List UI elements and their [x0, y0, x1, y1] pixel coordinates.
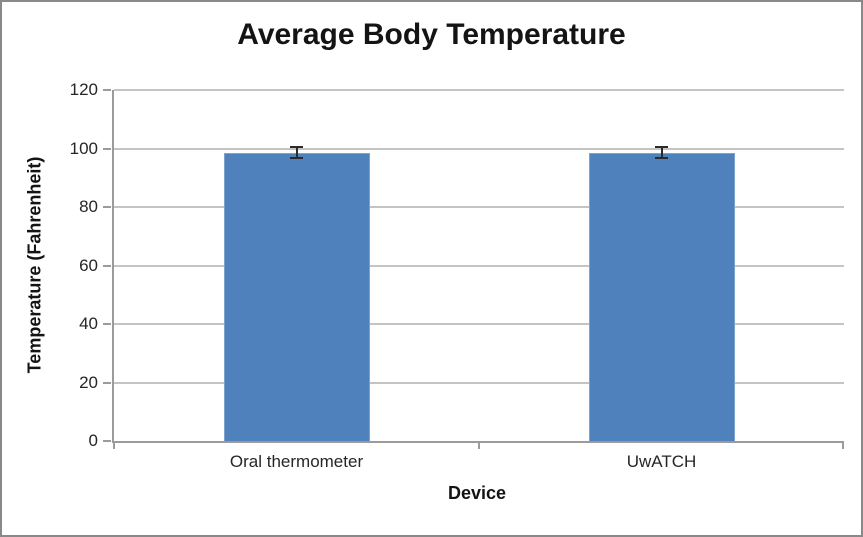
y-tick-label: 100: [69, 138, 98, 158]
x-category-label: Oral thermometer: [229, 452, 364, 471]
x-axis-tick: [478, 441, 480, 449]
y-tick-label: 0: [88, 431, 98, 450]
error-bar-cap: [655, 156, 668, 159]
gridline: [114, 147, 844, 150]
y-axis-tick: [103, 323, 111, 325]
y-axis-tick: [103, 264, 111, 267]
y-axis-tick: [103, 89, 111, 91]
y-axis-tick: [103, 206, 111, 208]
y-tick-label: 60: [79, 255, 98, 275]
x-axis-title: Device: [447, 483, 507, 503]
error-bar-cap: [655, 146, 668, 149]
error-bar-cap: [290, 156, 303, 159]
y-tick-label: 20: [79, 372, 98, 392]
gridline: [114, 323, 844, 325]
x-axis-tick: [113, 441, 115, 449]
y-axis-tick: [103, 147, 111, 150]
error-bar: [295, 147, 298, 158]
y-axis-tick: [103, 381, 111, 384]
error-bar-cap: [290, 146, 303, 149]
bar: [223, 152, 370, 441]
y-tick-label: 40: [79, 314, 98, 333]
x-axis-tick: [842, 441, 844, 449]
gridline: [114, 89, 844, 91]
y-tick-label: 120: [69, 80, 98, 99]
gridline: [114, 264, 844, 267]
error-bar: [660, 147, 663, 158]
chart-title: Average Body Temperature: [237, 18, 626, 51]
gridline: [114, 206, 844, 208]
plot-area: [112, 89, 844, 449]
gridline: [114, 381, 844, 384]
y-tick-label: 80: [79, 197, 98, 216]
y-axis-tick: [103, 440, 111, 442]
x-category-label: UwATCH: [626, 452, 697, 471]
bar: [588, 152, 735, 441]
